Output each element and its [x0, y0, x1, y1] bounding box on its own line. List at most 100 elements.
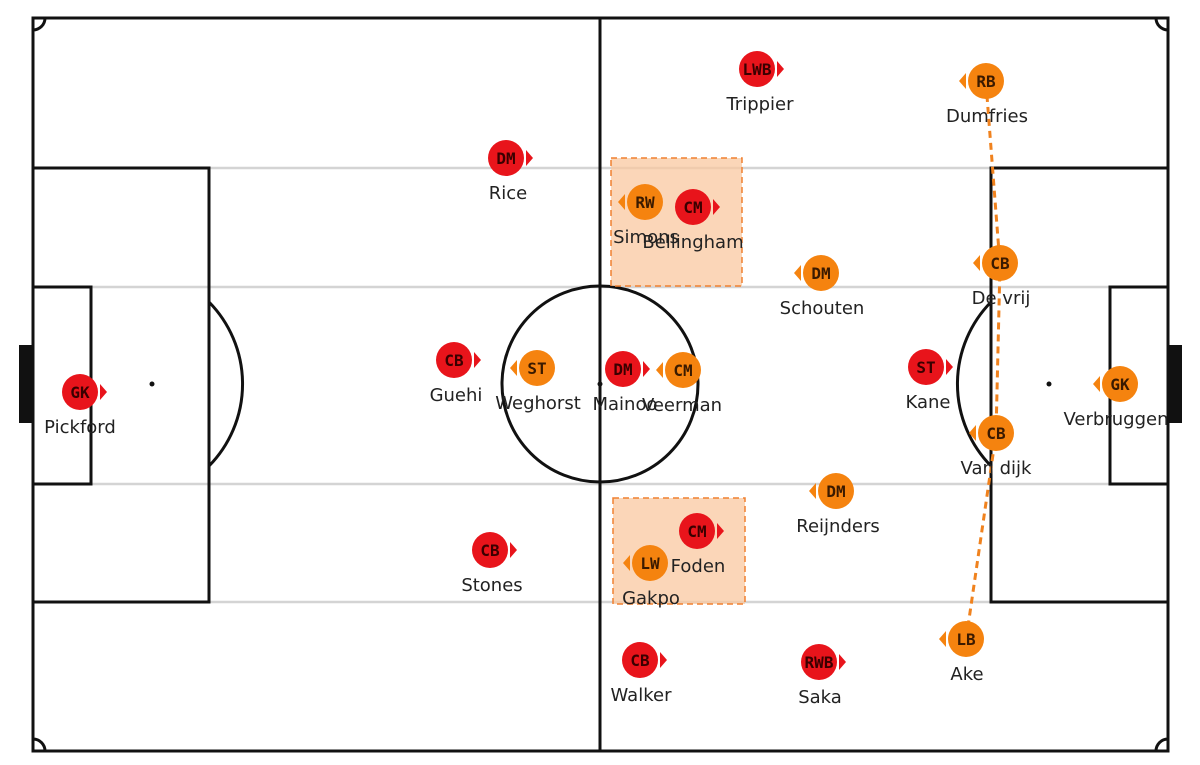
corner-arc-tr: [1154, 17, 1169, 32]
left-penalty-arc: [207, 300, 244, 468]
player-name-label: Reijnders: [796, 516, 879, 537]
direction-arrow-icon: [777, 61, 784, 77]
player-reijnders[interactable]: DM Reijnders: [796, 473, 880, 537]
player-name-label: Mainoo: [593, 394, 658, 415]
direction-arrow-icon: [656, 362, 663, 378]
player-position-label: GK: [70, 383, 90, 402]
player-walker[interactable]: CB Walker: [611, 642, 673, 706]
corner-arc-bl: [32, 737, 47, 752]
player-weghorst[interactable]: ST Weghorst: [495, 350, 581, 414]
player-name-label: Kane: [906, 392, 951, 413]
player-marker: [801, 644, 837, 680]
right-penalty-spot: [1046, 381, 1052, 387]
player-position-label: RB: [976, 72, 996, 91]
player-position-label: RW: [635, 193, 655, 212]
player-verbruggen[interactable]: GK Verbruggen: [1064, 366, 1169, 430]
player-marker: [675, 189, 711, 225]
player-name-label: Stones: [461, 575, 522, 596]
direction-arrow-icon: [100, 384, 107, 400]
player-position-label: LB: [956, 630, 976, 649]
left-goal: [19, 345, 33, 423]
direction-arrow-icon: [713, 199, 720, 215]
corner-arc-br: [1154, 737, 1169, 752]
direction-arrow-icon: [510, 542, 517, 558]
player-position-label: DM: [811, 264, 830, 283]
player-gakpo[interactable]: LW Gakpo: [622, 545, 680, 609]
player-position-label: DM: [496, 149, 515, 168]
player-marker: [605, 351, 641, 387]
player-name-label: Simons: [613, 227, 679, 248]
player-de-vrij[interactable]: CB De vrij: [972, 245, 1031, 309]
player-name-label: Schouten: [780, 298, 865, 319]
player-saka[interactable]: RWB Saka: [798, 644, 846, 708]
player-guehi[interactable]: CB Guehi: [430, 342, 483, 406]
player-name-label: Foden: [671, 556, 726, 577]
player-simons[interactable]: RW Simons: [613, 184, 679, 248]
player-name-label: Rice: [489, 183, 527, 204]
direction-arrow-icon: [660, 652, 667, 668]
player-position-label: DM: [826, 482, 845, 501]
player-marker: [62, 374, 98, 410]
right-goal: [1168, 345, 1182, 423]
player-schouten[interactable]: DM Schouten: [780, 255, 865, 319]
player-marker: [982, 245, 1018, 281]
player-position-label: CM: [673, 361, 692, 380]
player-ake[interactable]: LB Ake: [939, 621, 984, 685]
player-kane[interactable]: ST Kane: [906, 349, 954, 413]
player-rice[interactable]: DM Rice: [488, 140, 533, 204]
direction-arrow-icon: [623, 555, 630, 571]
player-name-label: Saka: [798, 687, 842, 708]
player-marker: [948, 621, 984, 657]
player-mainoo[interactable]: DM Mainoo: [593, 351, 658, 415]
player-position-label: CB: [990, 254, 1010, 273]
player-name-label: Trippier: [725, 94, 794, 115]
player-marker: [632, 545, 668, 581]
player-van-dijk[interactable]: CB Van dijk: [961, 415, 1033, 479]
player-bellingham[interactable]: CM Bellingham: [642, 189, 744, 253]
player-position-label: ST: [527, 359, 546, 378]
left-penalty-spot: [149, 381, 155, 387]
player-position-label: CB: [630, 651, 650, 670]
player-marker: [803, 255, 839, 291]
player-name-label: De vrij: [972, 288, 1031, 309]
player-name-label: Ake: [950, 664, 983, 685]
player-dumfries[interactable]: RB Dumfries: [946, 63, 1028, 127]
player-position-label: ST: [916, 358, 935, 377]
direction-arrow-icon: [946, 359, 953, 375]
player-stones[interactable]: CB Stones: [461, 532, 523, 596]
player-trippier[interactable]: LWB Trippier: [725, 51, 794, 115]
player-position-label: CM: [683, 198, 702, 217]
direction-arrow-icon: [809, 483, 816, 499]
direction-arrow-icon: [474, 352, 481, 368]
player-veerman[interactable]: CM Veerman: [642, 352, 722, 416]
player-name-label: Guehi: [430, 385, 483, 406]
overload-zone-top: [610, 157, 743, 287]
player-marker: [739, 51, 775, 87]
player-foden[interactable]: CM Foden: [671, 513, 726, 577]
player-marker: [1102, 366, 1138, 402]
player-marker: [622, 642, 658, 678]
centre-circle: [500, 284, 700, 484]
direction-arrow-icon: [794, 265, 801, 281]
direction-arrow-icon: [618, 194, 625, 210]
direction-arrow-icon: [939, 631, 946, 647]
player-marker: [679, 513, 715, 549]
players-layer: GKPickfordCBGuehiCBStonesCBWalkerDMRiceD…: [44, 51, 1168, 708]
player-marker: [436, 342, 472, 378]
player-name-label: Weghorst: [495, 393, 581, 414]
player-name-label: Dumfries: [946, 106, 1028, 127]
player-position-label: DM: [613, 360, 632, 379]
player-marker: [488, 140, 524, 176]
player-position-label: CM: [687, 522, 706, 541]
direction-arrow-icon: [643, 361, 650, 377]
direction-arrow-icon: [510, 360, 517, 376]
player-position-label: GK: [1110, 375, 1130, 394]
player-name-label: Verbruggen: [1064, 409, 1169, 430]
player-pickford[interactable]: GK Pickford: [44, 374, 116, 438]
player-marker: [627, 184, 663, 220]
player-marker: [818, 473, 854, 509]
player-position-label: RWB: [805, 653, 834, 672]
player-name-label: Van dijk: [961, 458, 1033, 479]
direction-arrow-icon: [959, 73, 966, 89]
